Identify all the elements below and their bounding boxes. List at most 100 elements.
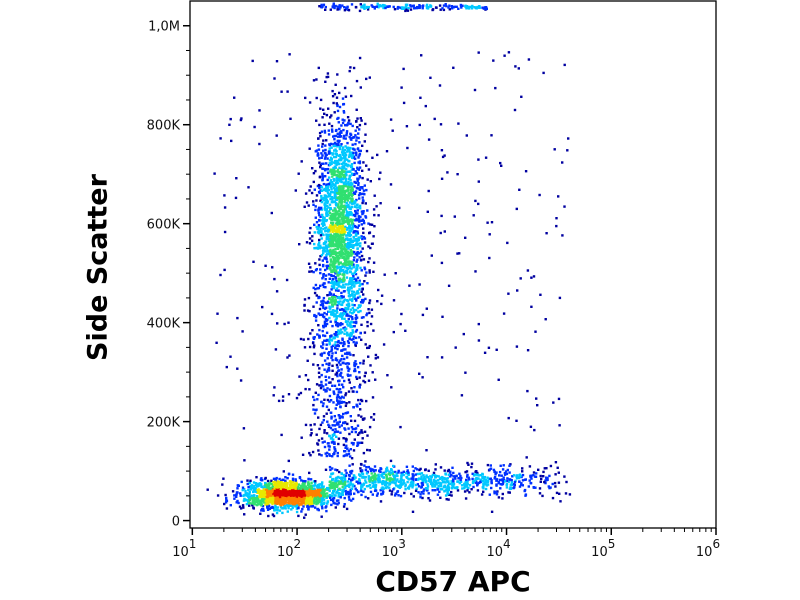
event-point [328, 369, 331, 372]
event-point [342, 361, 345, 364]
event-point [337, 361, 341, 364]
event-point [322, 219, 325, 223]
event-point [254, 500, 258, 504]
event-point [333, 296, 336, 299]
event-point [329, 480, 332, 483]
event-point [331, 223, 334, 226]
event-point [329, 411, 333, 414]
event-point [449, 475, 452, 478]
event-point [335, 210, 338, 213]
event-point [328, 454, 331, 457]
event-point [307, 204, 310, 207]
event-point [546, 478, 549, 481]
event-point [333, 159, 337, 163]
event-point [357, 238, 360, 242]
event-point [327, 381, 331, 384]
event-point [407, 486, 410, 490]
event-point [349, 230, 353, 233]
event-point [347, 178, 351, 181]
event-point [342, 279, 345, 283]
event-point [333, 384, 337, 387]
event-point [470, 462, 474, 465]
event-point [318, 238, 321, 242]
event-point [386, 374, 389, 377]
event-point [521, 484, 524, 487]
event-point [344, 214, 348, 217]
event-point [353, 293, 356, 297]
event-point [321, 363, 324, 367]
event-point [471, 472, 474, 475]
event-point [343, 192, 347, 195]
event-point [329, 214, 332, 218]
event-point [318, 384, 321, 387]
event-point [265, 498, 268, 501]
event-point [356, 203, 359, 206]
event-point [340, 395, 344, 398]
event-point [292, 504, 295, 507]
event-point [323, 489, 326, 493]
event-point [295, 489, 298, 493]
event-point [319, 98, 323, 102]
event-point [303, 516, 306, 519]
event-point [307, 337, 310, 341]
event-point [426, 487, 429, 490]
event-point [400, 482, 403, 485]
event-point [330, 494, 334, 498]
event-point [341, 480, 344, 483]
event-point [443, 490, 446, 493]
event-point [323, 129, 326, 133]
event-point [334, 261, 337, 265]
event-point [439, 488, 443, 491]
event-point [330, 417, 333, 420]
event-point [347, 159, 350, 163]
event-point [276, 509, 279, 512]
event-point [344, 469, 347, 472]
event-point [361, 237, 364, 241]
event-point [315, 119, 318, 122]
event-point [328, 230, 332, 233]
event-point [323, 311, 326, 315]
event-point [339, 207, 343, 210]
event-point [349, 122, 352, 126]
event-point [356, 209, 359, 212]
event-point [313, 188, 316, 191]
event-point [382, 490, 385, 494]
event-point [434, 479, 437, 482]
event-point [288, 491, 292, 494]
event-point [339, 359, 342, 362]
event-point [354, 344, 357, 347]
event-point [347, 341, 350, 345]
event-point [346, 447, 349, 450]
event-point [330, 128, 334, 131]
event-point [320, 380, 323, 384]
event-point [502, 481, 505, 484]
event-point [362, 300, 365, 303]
event-point [334, 358, 337, 361]
event-point [447, 492, 450, 495]
event-point [332, 274, 335, 278]
event-point [359, 86, 362, 89]
event-point [336, 479, 339, 483]
event-point [352, 291, 356, 294]
event-point [347, 286, 350, 289]
event-point [349, 233, 353, 237]
event-point [321, 441, 324, 444]
event-point [353, 364, 356, 368]
event-point [286, 510, 289, 513]
event-point [336, 154, 339, 157]
event-point [340, 217, 343, 220]
event-point [311, 235, 314, 238]
event-point [357, 132, 360, 135]
event-point [324, 388, 327, 392]
event-point [336, 168, 340, 171]
event-point [557, 481, 561, 484]
event-point [331, 235, 334, 238]
event-point [346, 366, 349, 370]
event-point [328, 316, 331, 320]
event-point [538, 487, 542, 490]
event-point [319, 284, 322, 287]
event-point [290, 494, 293, 497]
event-point [241, 486, 245, 489]
event-point [319, 271, 322, 275]
event-point [326, 235, 330, 239]
